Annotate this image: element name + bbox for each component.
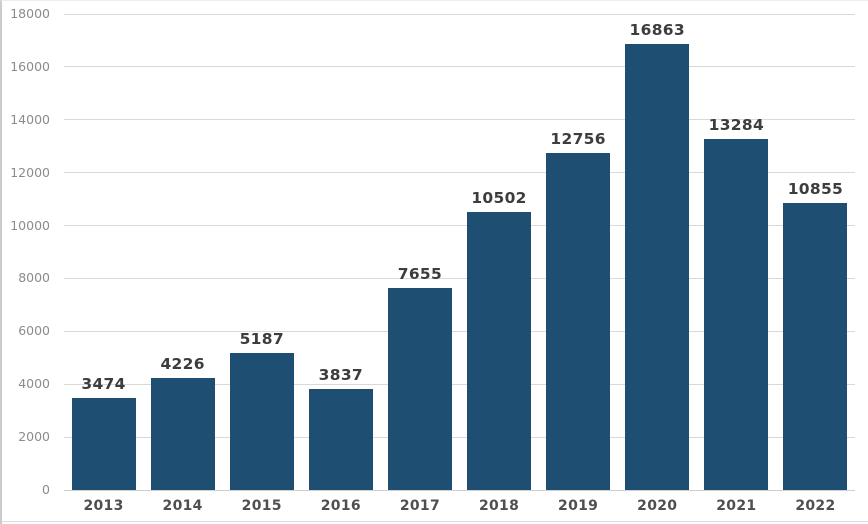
gridline xyxy=(64,13,855,15)
x-tick-label-2013: 2013 xyxy=(83,498,124,514)
gridline xyxy=(64,383,855,385)
bar-2022 xyxy=(783,202,848,490)
x-tick-label-2022: 2022 xyxy=(795,498,836,514)
bar-value-label: 12756 xyxy=(550,129,606,148)
plot-area xyxy=(64,13,855,491)
x-tick-label-2021: 2021 xyxy=(716,498,757,514)
x-tick-label-2016: 2016 xyxy=(320,498,361,514)
window-bottom-edge xyxy=(2,521,868,522)
gridline xyxy=(64,225,855,227)
bar-2021 xyxy=(704,138,769,490)
bar-2014 xyxy=(150,378,215,490)
bar-2015 xyxy=(229,352,294,490)
bar-2020 xyxy=(625,44,690,490)
gridline xyxy=(64,172,855,174)
y-tick-label: 6000 xyxy=(18,323,50,339)
y-tick-label: 16000 xyxy=(10,58,50,74)
bar-value-label: 5187 xyxy=(239,329,284,348)
y-tick-label: 14000 xyxy=(10,111,50,127)
x-tick-label-2018: 2018 xyxy=(478,498,520,514)
bar-value-label: 3474 xyxy=(81,375,126,394)
bar-value-label: 10502 xyxy=(471,189,527,208)
x-tick-label-2017: 2017 xyxy=(399,498,441,514)
y-tick-label: 8000 xyxy=(18,270,50,286)
gridline xyxy=(64,277,855,279)
x-tick-label-2020: 2020 xyxy=(637,498,678,514)
bar-value-label: 16863 xyxy=(629,21,685,40)
gridline xyxy=(64,66,855,68)
bar-value-label: 7655 xyxy=(397,264,443,283)
gridline xyxy=(64,436,855,438)
bar-2013 xyxy=(71,398,136,490)
y-tick-label: 18000 xyxy=(10,6,50,21)
y-tick-label: 2000 xyxy=(18,429,50,445)
y-tick-label: 0 xyxy=(42,482,50,497)
bar-2019 xyxy=(546,152,611,490)
x-tick-label-2015: 2015 xyxy=(241,498,282,514)
y-tick-label: 4000 xyxy=(18,376,50,392)
x-axis-line xyxy=(64,489,855,491)
bar-value-label: 4226 xyxy=(160,355,205,374)
y-tick-label: 12000 xyxy=(10,164,50,180)
bar-2016 xyxy=(308,388,373,490)
x-tick-label-2014: 2014 xyxy=(162,498,203,514)
x-tick-label-2019: 2019 xyxy=(558,498,599,514)
bar-value-label: 13284 xyxy=(708,115,765,134)
bar-2018 xyxy=(467,212,532,490)
bar-2017 xyxy=(387,287,452,490)
y-tick-label: 10000 xyxy=(10,217,50,233)
bar-value-label: 3837 xyxy=(318,365,364,384)
gridline xyxy=(64,330,855,332)
gridline xyxy=(64,119,855,121)
bar-value-label: 10855 xyxy=(787,179,844,198)
